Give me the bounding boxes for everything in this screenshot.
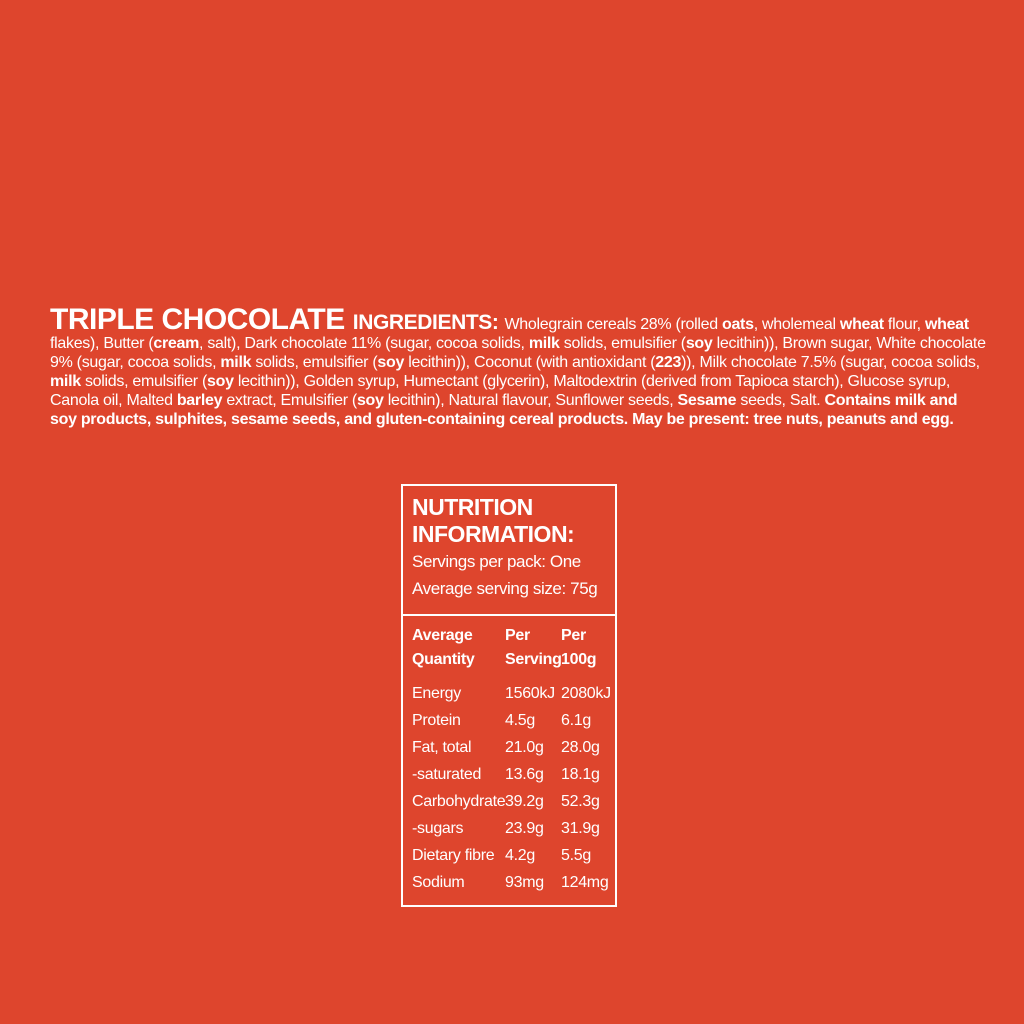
table-row: Carbohydrate 39.2g 52.3g: [412, 788, 611, 815]
per-serving-value: 23.9g: [505, 820, 544, 837]
table-row: Dietary fibre 4.2g 5.5g: [412, 842, 611, 869]
product-title: TRIPLE CHOCOLATE: [50, 303, 345, 336]
ingredient-emphasis: Contains milk and soy products, sulphite…: [50, 392, 958, 428]
table-row: -saturated 13.6g 18.1g: [412, 761, 611, 788]
ingredient-emphasis: soy: [685, 335, 713, 352]
ingredient-emphasis: wheat: [924, 316, 969, 333]
nutrition-panel-header-section: NUTRITION INFORMATION: Servings per pack…: [403, 486, 615, 602]
per-serving-value: 4.2g: [505, 847, 535, 864]
column-header-per-100g: Per 100g: [561, 627, 597, 668]
nutrient-label: Sodium: [412, 874, 465, 891]
ingredient-text: flour,: [883, 316, 925, 333]
ingredient-text: solids, emulsifier (: [559, 335, 686, 352]
table-row: -sugars 23.9g 31.9g: [412, 815, 611, 842]
nutrient-label: -sugars: [412, 820, 464, 837]
column-header-per-serving: Per Serving: [505, 627, 562, 668]
ingredient-emphasis: oats: [721, 316, 754, 333]
per-100g-value: 18.1g: [561, 766, 600, 783]
ingredient-text: , salt), Dark chocolate 11% (sugar, coco…: [199, 335, 529, 352]
table-row: Protein 4.5g 6.1g: [412, 707, 611, 734]
ingredients-label: INGREDIENTS:: [352, 311, 499, 334]
per-100g-value: 6.1g: [561, 712, 591, 729]
table-row: Fat, total 21.0g 28.0g: [412, 734, 611, 761]
table-header-row: Average Quantity Per Serving Per 100g: [412, 624, 611, 672]
nutrient-label: Protein: [412, 712, 461, 729]
per-100g-value: 52.3g: [561, 793, 600, 810]
nutrition-table: Average Quantity Per Serving Per 100g En…: [403, 616, 615, 896]
ingredient-emphasis: soy: [377, 354, 405, 371]
servings-per-pack: Servings per pack: One: [412, 552, 581, 571]
ingredient-emphasis: milk: [220, 354, 252, 371]
per-100g-value: 124mg: [561, 874, 609, 891]
nutrition-panel: NUTRITION INFORMATION: Servings per pack…: [401, 484, 617, 907]
ingredient-text: , wholemeal: [753, 316, 840, 333]
ingredient-text: solids, emulsifier (: [251, 354, 378, 371]
nutrient-label: Dietary fibre: [412, 847, 495, 864]
ingredient-emphasis: soy: [207, 373, 234, 390]
nutrient-label: Fat, total: [412, 739, 472, 756]
column-header-average-quantity: Average Quantity: [412, 627, 475, 668]
per-serving-value: 1560kJ: [505, 685, 555, 702]
ingredient-emphasis: 223: [655, 354, 682, 371]
ingredients-section: TRIPLE CHOCOLATE INGREDIENTS: Wholegrain c…: [50, 305, 986, 429]
ingredient-text: lecithin), Natural flavour, Sunflower se…: [383, 392, 678, 409]
ingredient-text: )), Milk chocolate 7.5% (sugar, cocoa so…: [681, 354, 980, 371]
ingredient-emphasis: milk: [50, 373, 81, 390]
per-serving-value: 13.6g: [505, 766, 544, 783]
nutrient-label: Carbohydrate: [412, 793, 506, 810]
per-serving-value: 93mg: [505, 874, 544, 891]
table-row: Sodium 93mg 124mg: [412, 869, 611, 896]
ingredients-text: Wholegrain cereals 28% (rolled oats, who…: [50, 316, 986, 428]
table-body: Energy 1560kJ 2080kJ Protein 4.5g 6.1g Fat, to…: [412, 680, 611, 896]
ingredient-emphasis: milk: [528, 335, 560, 352]
per-serving-value: 21.0g: [505, 739, 544, 756]
ingredient-emphasis: Sesame: [677, 392, 737, 409]
ingredient-text: seeds, Salt.: [736, 392, 825, 409]
per-serving-value: 4.5g: [505, 712, 535, 729]
ingredient-text: Wholegrain cereals 28% (rolled: [504, 316, 722, 333]
ingredient-text: flakes), Butter (: [50, 335, 154, 352]
nutrition-title: NUTRITION INFORMATION:: [412, 494, 575, 547]
ingredient-text: lecithin)), Golden syrup, Humectant (gly…: [50, 373, 951, 409]
ingredient-text: solids, emulsifier (: [80, 373, 208, 390]
ingredient-text: extract, Emulsifier (: [222, 392, 357, 409]
ingredient-emphasis: barley: [176, 392, 223, 409]
ingredient-emphasis: wheat: [839, 316, 884, 333]
per-100g-value: 28.0g: [561, 739, 600, 756]
table-row: Energy 1560kJ 2080kJ: [412, 680, 611, 707]
per-100g-value: 5.5g: [561, 847, 591, 864]
average-serving-size: Average serving size: 75g: [412, 579, 598, 598]
per-100g-value: 2080kJ: [561, 685, 611, 702]
nutrient-label: -saturated: [412, 766, 482, 783]
ingredient-text: lecithin)), Brown sugar, White chocolate…: [50, 335, 986, 371]
ingredient-text: lecithin)), Coconut (with antioxidant (: [404, 354, 656, 371]
panel-divider: [403, 614, 615, 616]
nutrient-label: Energy: [412, 685, 461, 702]
per-100g-value: 31.9g: [561, 820, 600, 837]
ingredient-emphasis: cream: [153, 335, 200, 352]
per-serving-value: 39.2g: [505, 793, 544, 810]
ingredient-emphasis: soy: [356, 392, 384, 409]
